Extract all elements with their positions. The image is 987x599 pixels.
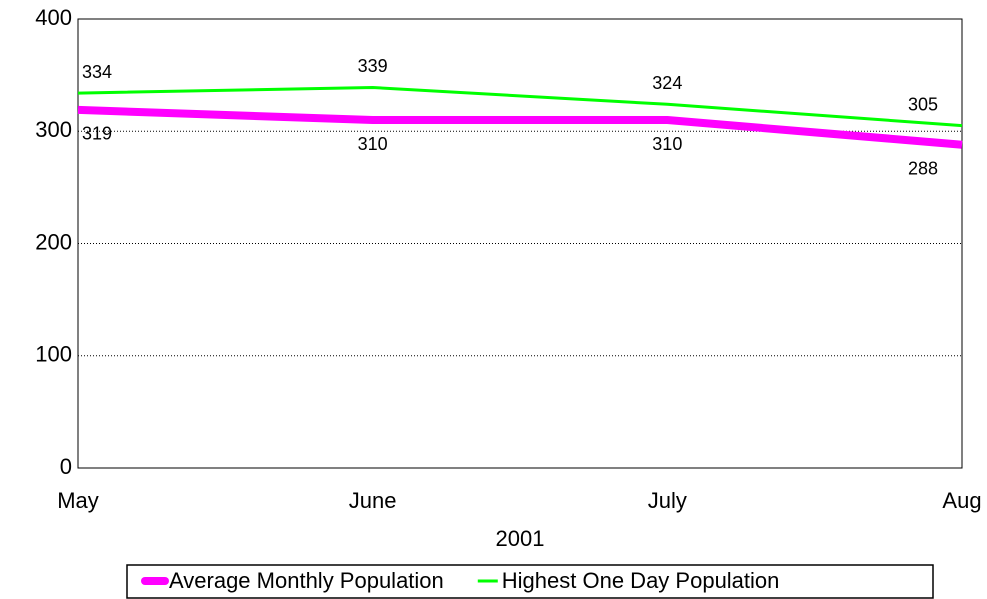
legend-label: Average Monthly Population <box>169 568 444 593</box>
data-label: 339 <box>358 56 388 76</box>
y-tick-label: 0 <box>60 454 72 479</box>
legend-box <box>126 564 934 599</box>
data-label: 319 <box>82 124 112 144</box>
y-tick-label: 400 <box>35 5 72 30</box>
data-label: 334 <box>82 62 112 82</box>
data-label: 324 <box>652 73 682 93</box>
y-tick-label: 200 <box>35 229 72 254</box>
data-label: 310 <box>358 134 388 154</box>
series-line <box>77 105 963 149</box>
legend: Average Monthly Population Highest One Da… <box>126 564 934 599</box>
x-tick-label: May <box>57 488 99 513</box>
data-label: 305 <box>908 94 938 114</box>
data-label: 310 <box>652 134 682 154</box>
series-line <box>77 85 963 128</box>
x-axis-title: 2001 <box>496 526 545 551</box>
x-tick-label: Aug <box>942 488 981 513</box>
legend-label: Highest One Day Population <box>502 568 780 593</box>
x-tick-label: June <box>349 488 397 513</box>
y-tick-label: 100 <box>35 342 72 367</box>
data-label: 288 <box>908 158 938 178</box>
y-tick-label: 300 <box>35 117 72 142</box>
x-tick-label: July <box>648 488 687 513</box>
plot-border <box>77 18 963 469</box>
